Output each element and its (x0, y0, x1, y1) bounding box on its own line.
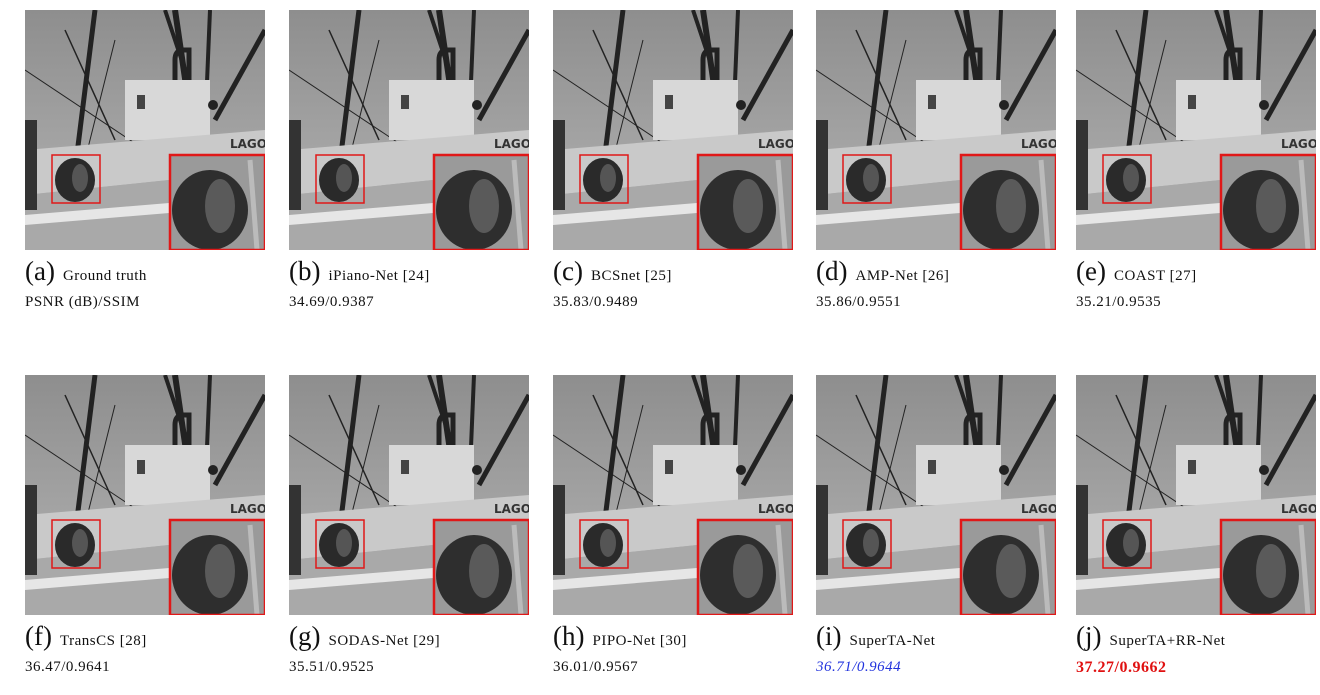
method-name: SODAS-Net [29] (328, 633, 440, 649)
panel: (h) PIPO-Net [30] 36.01/0.9567 (553, 375, 803, 676)
result-image (553, 10, 793, 250)
metric: 37.27/0.9662 (1076, 659, 1320, 677)
panel: (d) AMP-Net [26] 35.86/0.9551 (816, 10, 1066, 311)
caption: (j) SuperTA+RR-Net (1076, 621, 1320, 659)
metric: 35.21/0.9535 (1076, 294, 1320, 311)
panel-letter: (d) (816, 256, 847, 286)
panel: (j) SuperTA+RR-Net 37.27/0.9662 (1076, 375, 1320, 677)
panel-letter: (a) (25, 256, 55, 286)
metric: PSNR (dB)/SSIM (25, 294, 275, 311)
caption: (i) SuperTA-Net (816, 621, 1066, 659)
result-image (25, 10, 265, 250)
panel-letter: (j) (1076, 621, 1101, 651)
panel-letter: (c) (553, 256, 583, 286)
metric: 35.51/0.9525 (289, 659, 539, 676)
result-image (289, 10, 529, 250)
method-name: SuperTA+RR-Net (1109, 633, 1225, 649)
panel: (a) Ground truth PSNR (dB)/SSIM (25, 10, 275, 311)
caption: (c) BCSnet [25] (553, 256, 803, 294)
method-name: SuperTA-Net (849, 633, 935, 649)
panel-letter: (i) (816, 621, 841, 651)
caption: (e) COAST [27] (1076, 256, 1320, 294)
method-name: BCSnet [25] (591, 268, 672, 284)
caption: (b) iPiano-Net [24] (289, 256, 539, 294)
result-image (816, 10, 1056, 250)
figure: LAGORN (a)Ground truthPSNR (dB)/SSIM(b)i… (0, 0, 1320, 695)
panel: (b) iPiano-Net [24] 34.69/0.9387 (289, 10, 539, 311)
result-image (816, 375, 1056, 615)
method-name: COAST [27] (1114, 268, 1197, 284)
caption: (a) Ground truth (25, 256, 275, 294)
method-name: iPiano-Net [24] (328, 268, 429, 284)
panel-letter: (b) (289, 256, 320, 286)
metric: 35.83/0.9489 (553, 294, 803, 311)
panel: (f) TransCS [28] 36.47/0.9641 (25, 375, 275, 676)
result-image (25, 375, 265, 615)
caption: (f) TransCS [28] (25, 621, 275, 659)
result-image (1076, 375, 1316, 615)
panel-letter: (e) (1076, 256, 1106, 286)
metric: 36.01/0.9567 (553, 659, 803, 676)
panel-letter: (h) (553, 621, 584, 651)
method-name: Ground truth (63, 268, 147, 284)
metric: 36.47/0.9641 (25, 659, 275, 676)
caption: (h) PIPO-Net [30] (553, 621, 803, 659)
metric: 35.86/0.9551 (816, 294, 1066, 311)
method-name: AMP-Net [26] (855, 268, 949, 284)
result-image (553, 375, 793, 615)
panel-letter: (f) (25, 621, 52, 651)
metric: 36.71/0.9644 (816, 659, 1066, 676)
result-image (1076, 10, 1316, 250)
method-name: TransCS [28] (60, 633, 147, 649)
panel: (e) COAST [27] 35.21/0.9535 (1076, 10, 1320, 311)
panel: (i) SuperTA-Net 36.71/0.9644 (816, 375, 1066, 676)
caption: (g) SODAS-Net [29] (289, 621, 539, 659)
panel-letter: (g) (289, 621, 320, 651)
panel: (g) SODAS-Net [29] 35.51/0.9525 (289, 375, 539, 676)
method-name: PIPO-Net [30] (592, 633, 686, 649)
result-image (289, 375, 529, 615)
panel: (c) BCSnet [25] 35.83/0.9489 (553, 10, 803, 311)
caption: (d) AMP-Net [26] (816, 256, 1066, 294)
metric: 34.69/0.9387 (289, 294, 539, 311)
